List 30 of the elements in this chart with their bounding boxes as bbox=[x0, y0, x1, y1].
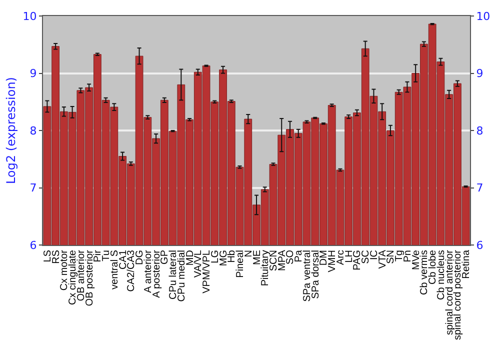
x-tick-label: Pineal bbox=[235, 250, 246, 278]
y-tick-label: 6 bbox=[30, 238, 37, 252]
x-tick-label: CPu medial bbox=[176, 250, 188, 302]
x-tick-label: Cb nucleus bbox=[436, 250, 447, 300]
x-tick-label: IC bbox=[368, 250, 380, 260]
y-axis-title: Log2 (expression) bbox=[4, 77, 18, 184]
x-tick-label: ventral S bbox=[109, 250, 120, 290]
y2-tick-label: 7 bbox=[476, 182, 484, 195]
x-tick-label: ME bbox=[252, 250, 263, 265]
x-tick-label: LG bbox=[210, 250, 221, 264]
x-tick-label: A posterior bbox=[151, 249, 162, 298]
y2-tick-label: 8 bbox=[476, 124, 484, 138]
x-tick-label: OB anterior bbox=[76, 249, 87, 302]
x-tick-label: SCN bbox=[268, 250, 280, 272]
x-tick-label: Retina bbox=[461, 250, 472, 279]
x-tick-label: Arc bbox=[335, 250, 346, 265]
x-tick-label: OB posterior bbox=[84, 249, 96, 306]
y-tick-label: 9 bbox=[30, 67, 37, 80]
x-tick-label: A anterior bbox=[142, 249, 154, 293]
y2-tick-label: 6 bbox=[476, 238, 484, 252]
x-tick-label: N bbox=[243, 250, 254, 258]
y2-tick-label: 9 bbox=[476, 67, 484, 80]
y-tick-label: 7 bbox=[30, 182, 37, 195]
x-tick-label: spinal cord posterior bbox=[452, 249, 464, 340]
x-tick-label: LS bbox=[42, 250, 54, 262]
y-tick-label: 8 bbox=[30, 124, 37, 138]
y2-tick-label: 10 bbox=[476, 10, 490, 23]
x-tick-label: RS bbox=[50, 250, 62, 264]
y-tick-label: 10 bbox=[22, 10, 37, 23]
x-tick-label: Pituitary bbox=[260, 250, 272, 286]
